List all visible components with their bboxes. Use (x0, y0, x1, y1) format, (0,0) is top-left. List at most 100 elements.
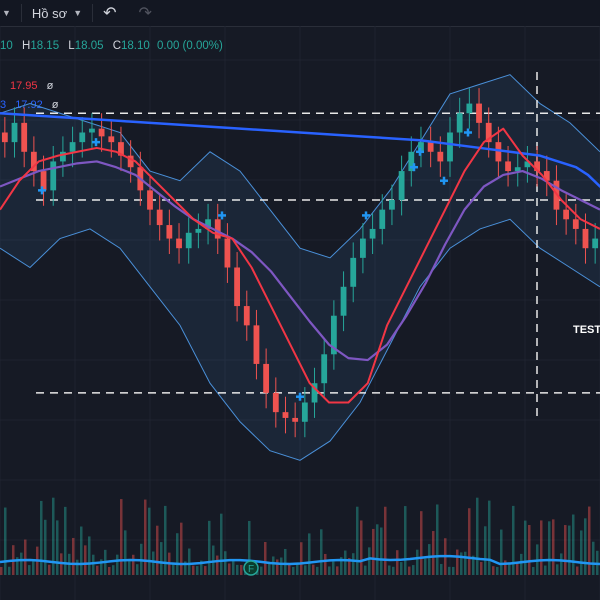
candle-body (21, 122, 28, 152)
eye-icon[interactable]: ø (46, 80, 54, 92)
volume-bar (172, 563, 175, 575)
volume-bar (388, 565, 391, 575)
candle-body (572, 219, 579, 229)
volume-bar (412, 565, 415, 575)
ma-short-line (0, 127, 600, 404)
volume-bar (360, 520, 363, 575)
volume-bar (352, 553, 355, 575)
volume-bar (480, 561, 483, 575)
volume-bar (0, 567, 3, 575)
bollinger-upper (0, 74, 600, 259)
volume-bar (528, 524, 531, 575)
candle-body (195, 228, 202, 233)
volume-bar (40, 500, 43, 575)
volume-bar (588, 506, 591, 575)
top-toolbar: ▼ Hồ sơ ▼ ↶ ↷ (0, 0, 600, 27)
candle-body (40, 171, 47, 191)
undo-icon[interactable]: ↶ (103, 5, 117, 22)
candle-body (437, 151, 444, 162)
volume-bar (112, 565, 115, 575)
candle-body (456, 113, 463, 133)
ma-long-line (0, 111, 600, 188)
volume-bar (340, 557, 343, 575)
volume-bar (504, 560, 507, 575)
volume-bar (432, 531, 435, 575)
volume-bar (368, 547, 371, 575)
candle-body (330, 315, 337, 355)
candle-body (243, 306, 250, 326)
profile-dropdown[interactable]: Hồ sơ ▼ (32, 6, 82, 21)
candle-body (60, 151, 66, 162)
redo-icon[interactable]: ↷ (138, 5, 152, 22)
candle-body (282, 412, 289, 418)
volume-bar (472, 555, 475, 575)
volume-bar (556, 564, 559, 575)
volume-bar (276, 559, 279, 575)
volume-bar (316, 566, 319, 575)
candle-body (301, 402, 308, 422)
volume-bar (476, 497, 479, 575)
volume-bar (404, 506, 407, 575)
candle-body (127, 155, 134, 168)
volume-bar (312, 564, 315, 575)
volume-bar (136, 564, 139, 575)
candle-body (11, 122, 18, 143)
candle-body (30, 151, 37, 172)
candle-body (166, 225, 173, 239)
candle-body (1, 132, 8, 143)
candle-body (321, 354, 328, 384)
left-dropdown[interactable]: ▼ (0, 8, 11, 18)
candle-body (582, 228, 589, 249)
candle-body (185, 232, 192, 249)
volume-bar (524, 520, 527, 575)
volume-bar (128, 561, 131, 575)
volume-bar (344, 550, 347, 575)
volume-bar (120, 499, 123, 575)
candle-body (514, 167, 521, 172)
volume-bar (164, 505, 167, 575)
volume-bar (308, 533, 311, 575)
volume-bar (132, 554, 135, 575)
eye-icon[interactable]: ø (51, 99, 59, 111)
candle-body (350, 257, 357, 287)
price-chart[interactable]: F TEST (0, 26, 600, 600)
volume-bar (116, 554, 119, 575)
volume-bar (8, 566, 11, 575)
test-annotation: TEST (573, 324, 600, 336)
volume-bar (52, 497, 55, 575)
volume-ma-line (0, 554, 600, 566)
candle-body (253, 325, 260, 364)
volume-bar (392, 566, 395, 575)
candle-body (485, 122, 492, 143)
volume-bar (508, 563, 511, 575)
volume-bar (356, 506, 359, 575)
volume-bar (516, 561, 519, 575)
volume-bar (428, 544, 431, 575)
volume-bar (4, 507, 7, 575)
volume-bar (284, 548, 287, 575)
chevron-down-icon: ▼ (2, 8, 11, 18)
volume-marker-label: F (248, 564, 254, 575)
volume-bar (336, 566, 339, 575)
volume-bar (376, 524, 379, 575)
candle-body (447, 132, 453, 162)
ma-long-prefix: 3 (0, 99, 7, 111)
volume-bar (124, 530, 127, 575)
volume-bar (512, 505, 515, 575)
volume-bar (24, 539, 27, 575)
candle-body (340, 286, 347, 316)
volume-bar (452, 566, 455, 575)
volume-bar (288, 564, 291, 575)
candle-body (408, 151, 415, 172)
volume-bar (236, 564, 239, 575)
candle-body (563, 209, 570, 220)
high-key: H (22, 40, 31, 52)
volume-bar (200, 560, 203, 575)
volume-bar (564, 525, 567, 575)
volume-bar (568, 525, 571, 575)
divider (20, 4, 22, 22)
volume-bar (548, 521, 551, 575)
ohlc-legend: 10 H18.15 L18.05 C18.10 0.00 (0.00%) (0, 40, 223, 52)
ma-mid-line (0, 160, 600, 362)
volume-bar (248, 520, 251, 575)
